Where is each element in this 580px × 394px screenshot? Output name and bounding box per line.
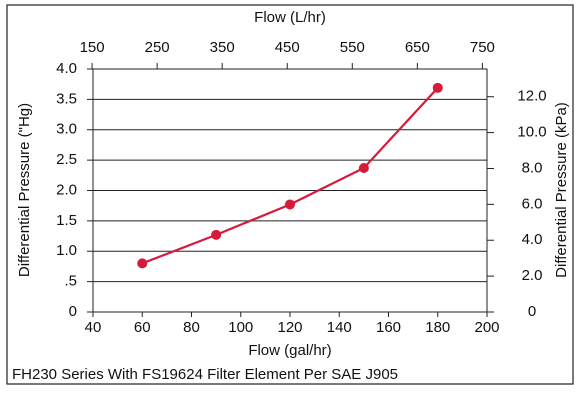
y-tick-label: 4.0: [56, 60, 77, 77]
x-tick-label: 40: [85, 319, 102, 336]
y-axis-title: Differential Pressure ("Hg): [16, 103, 33, 277]
y2-tick-label: 0: [528, 303, 536, 320]
x-tick-label: 120: [277, 319, 302, 336]
x2-tick-label: 250: [145, 39, 170, 56]
x2-tick-label: 350: [210, 39, 235, 56]
data-point: [358, 163, 369, 174]
x-tick-label: 80: [183, 319, 200, 336]
y-tick-label: 3.5: [56, 90, 77, 107]
x-tick-label: 100: [228, 319, 253, 336]
x-axis-title: Flow (gal/hr): [248, 342, 331, 359]
data-point: [285, 199, 295, 210]
x2-tick-label: 150: [80, 39, 105, 56]
y-tick-label: 3.0: [56, 121, 77, 138]
data-point: [432, 82, 443, 93]
x-tick-label: 200: [474, 319, 499, 336]
data-line: [141, 87, 439, 265]
data-point: [137, 258, 148, 269]
y-tick-label: 2.5: [56, 151, 77, 168]
y2-tick-label: 2.0: [522, 267, 543, 284]
x-tick-label: 140: [327, 319, 352, 336]
data-point: [211, 229, 222, 240]
y-tick-label: 1.0: [56, 242, 77, 259]
x2-tick-label: 650: [405, 39, 430, 56]
y2-tick-label: 4.0: [522, 231, 543, 248]
y2-axis-title: Differential Pressure (kPa): [553, 102, 570, 278]
y-tick-label: .5: [64, 273, 77, 290]
y2-tick-label: 6.0: [522, 195, 543, 212]
footer: FH230 Series With FS19624 Filter Element…: [12, 366, 398, 383]
y2-tick-label: 8.0: [522, 159, 543, 176]
x-tick-label: 180: [425, 319, 450, 336]
y-tick-label: 2.0: [56, 181, 77, 198]
y2-tick-label: 12.0: [517, 88, 546, 105]
y-tick-label: 1.5: [56, 212, 77, 229]
y2-tick-label: 10.0: [517, 124, 546, 141]
x2-tick-label: 550: [340, 39, 365, 56]
x2-tick-label: 450: [275, 39, 300, 56]
frame: [6, 4, 574, 385]
x2-axis-title: Flow (L/hr): [254, 9, 326, 26]
y-tick-label: 0: [69, 303, 77, 320]
x2-tick-label: 750: [470, 39, 495, 56]
x-tick-label: 60: [134, 319, 151, 336]
x-tick-label: 160: [376, 319, 401, 336]
